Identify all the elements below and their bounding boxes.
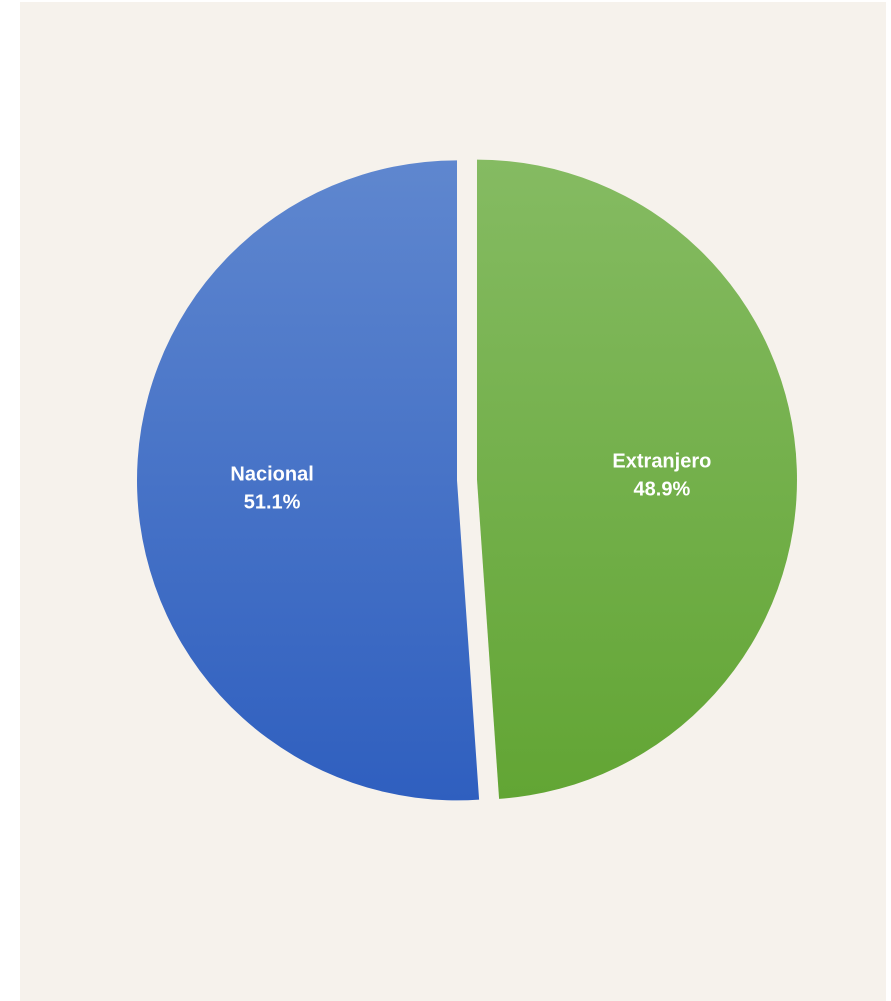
labels-layer: Nacional 51.1% Extranjero 48.9%: [230, 450, 711, 513]
slice-label-extranjero: Extranjero 48.9%: [612, 450, 711, 500]
slice-category-label: Extranjero: [612, 450, 711, 472]
slice-label-nacional: Nacional 51.1%: [230, 464, 313, 514]
slice-value-label: 48.9%: [634, 478, 691, 500]
pie-slice-nacional: [137, 160, 480, 801]
slice-value-label: 51.1%: [244, 492, 301, 514]
slice-category-label: Nacional: [230, 464, 313, 486]
pie-chart: Nacional 51.1% Extranjero 48.9%: [137, 159, 797, 801]
pie-slice-extranjero: [476, 159, 797, 799]
chart-panel: Nacional 51.1% Extranjero 48.9%: [20, 2, 886, 1001]
slices-layer: [137, 159, 797, 801]
